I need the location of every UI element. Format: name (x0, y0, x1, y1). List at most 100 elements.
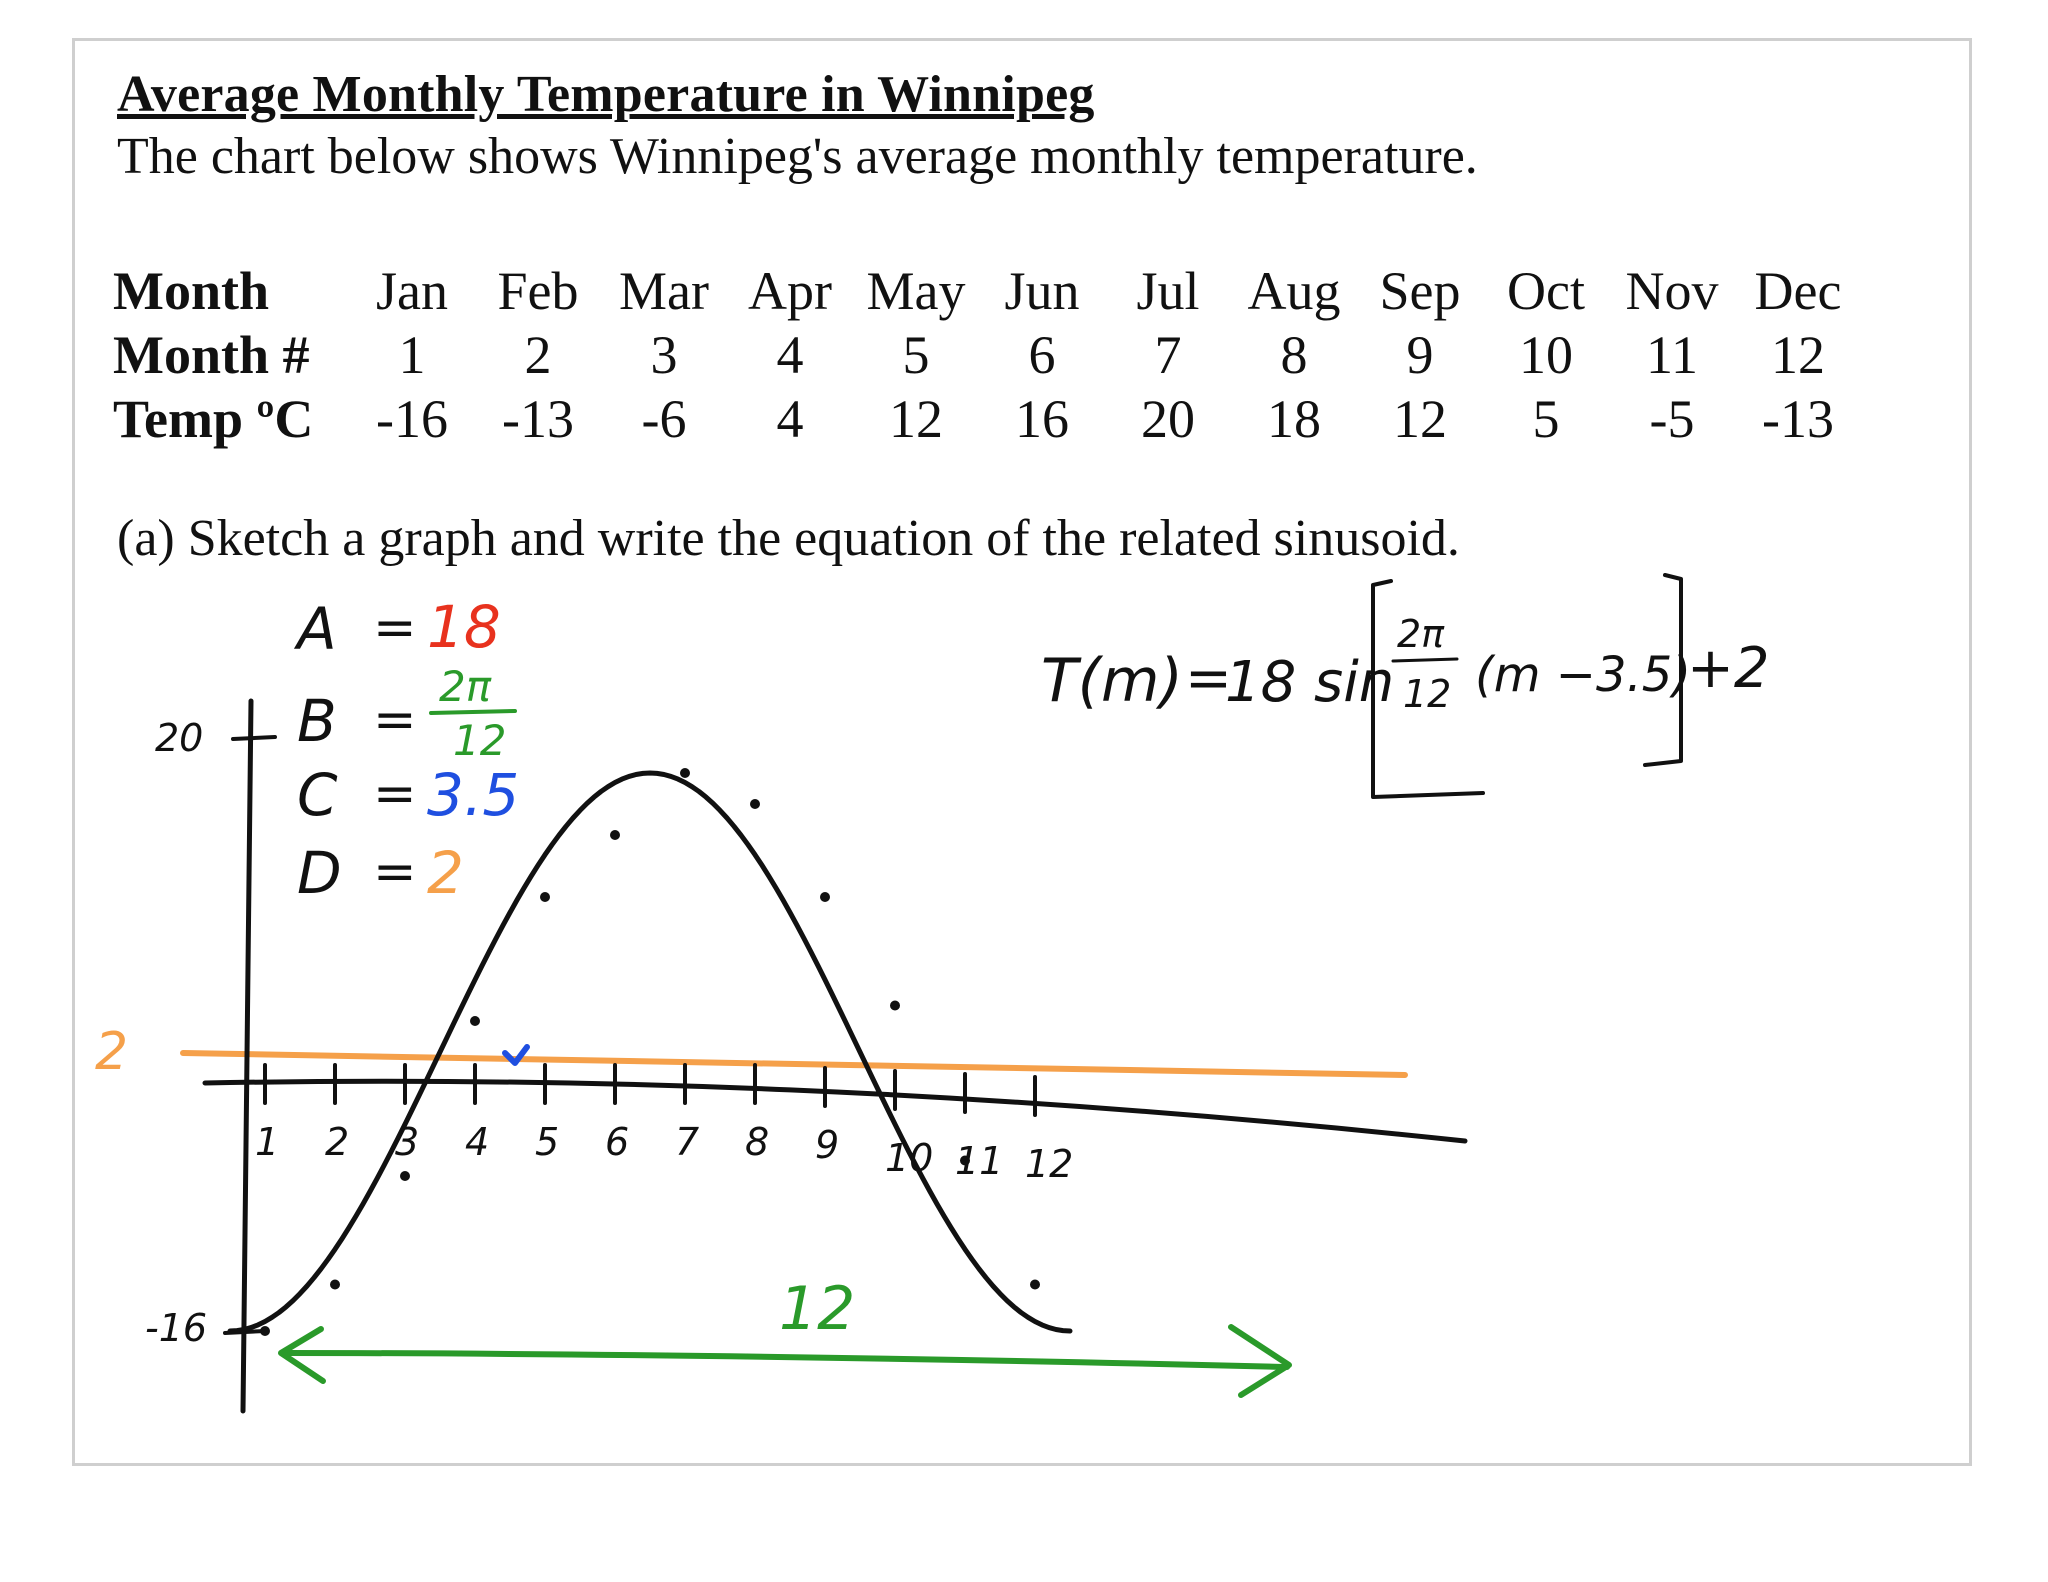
equation-fraction-bar (1391, 657, 1459, 663)
month-number-row: Month # 1 2 3 4 5 6 7 8 9 10 11 12 (113, 323, 1861, 387)
month-number-cell: 9 (1406, 325, 1434, 385)
y-label-bottom: -16 (145, 1306, 207, 1350)
month-cell: Apr (748, 261, 832, 321)
temperature-cell: 5 (1532, 389, 1560, 449)
param-value-c: 3.5 (427, 761, 519, 829)
month-number-cell: 1 (398, 325, 426, 385)
month-cell: Aug (1247, 261, 1341, 321)
equation-bracket (1371, 573, 1683, 799)
midline-stroke (180, 1050, 1408, 1078)
month-number-cell: 10 (1519, 325, 1573, 385)
x-tick-labels: 1 2 3 4 5 6 7 8 9 10 11 12 (255, 1120, 1073, 1186)
temperature-table: Month Jan Feb Mar Apr May Jun Jul Aug Se… (113, 259, 1861, 451)
sinusoid-equation: T(m) = 18 sin 2π 12 (m −3.5) +2 (1041, 612, 1770, 716)
temperature-cell: 20 (1141, 389, 1195, 449)
x-tick-label: 7 (675, 1120, 699, 1164)
month-number-cell: 4 (776, 325, 804, 385)
month-cell: Oct (1507, 261, 1585, 321)
param-eq-b: = (373, 690, 417, 750)
equation-equals: = (1185, 646, 1232, 711)
data-point (470, 1016, 480, 1026)
row-head-month-number: Month # (113, 325, 310, 385)
equation-fraction-den: 12 (1403, 672, 1451, 716)
month-row: Month Jan Feb Mar Apr May Jun Jul Aug Se… (113, 259, 1861, 323)
data-point (890, 1000, 900, 1011)
temperature-cell: 12 (889, 389, 943, 449)
month-number-cell: 8 (1280, 325, 1308, 385)
x-axis (202, 1078, 1468, 1144)
month-number-cell: 12 (1771, 325, 1825, 385)
month-number-cell: 5 (902, 325, 930, 385)
param-eq-c: = (373, 764, 417, 824)
data-point (680, 768, 690, 778)
month-number-cell: 7 (1154, 325, 1182, 385)
handwritten-sketch: A = 18 B = 2π 12 C = 3.5 D = 2 20 2 -16 … (95, 573, 1770, 1414)
phase-shift-marker (502, 1044, 530, 1066)
equation-amplitude: 18 sin (1225, 650, 1394, 715)
y-axis (240, 698, 254, 1414)
param-name-c: C (297, 761, 338, 829)
temperature-cell: -5 (1649, 389, 1695, 449)
x-tick-label: 11 (955, 1139, 1003, 1183)
temperature-cell: -13 (1762, 389, 1834, 449)
month-cell: Mar (619, 261, 709, 321)
month-number-cell: 2 (524, 325, 552, 385)
y-label-top: 20 (155, 716, 203, 760)
temperature-row: Temp ºC -16 -13 -6 4 12 16 20 18 12 5 -5… (113, 387, 1861, 451)
month-cell: Jan (376, 261, 448, 321)
param-name-a: A (293, 595, 337, 663)
data-points (260, 768, 1040, 1336)
intro-text: The chart below shows Winnipeg's average… (117, 128, 1478, 185)
x-tick-label: 1 (255, 1120, 279, 1164)
x-tick-label: 8 (745, 1120, 769, 1164)
month-cell: Feb (497, 261, 579, 321)
param-eq-d: = (373, 842, 417, 902)
y-tick-top (231, 735, 277, 741)
period-arrowhead-left (278, 1326, 326, 1384)
x-tick-label: 6 (605, 1120, 629, 1164)
x-tick-label: 4 (465, 1120, 489, 1164)
period-label: 12 (779, 1274, 855, 1344)
month-cell: Sep (1379, 261, 1461, 321)
data-point (330, 1279, 340, 1290)
data-point (960, 1155, 970, 1166)
x-tick-label: 5 (535, 1120, 559, 1164)
temperature-cell: 4 (776, 389, 804, 449)
equation-tail: +2 (1687, 636, 1770, 701)
period-arrowhead-right (1228, 1324, 1292, 1398)
data-point (400, 1171, 410, 1181)
param-name-b: B (297, 687, 337, 755)
row-head-month: Month (113, 261, 270, 321)
temperature-cell: -13 (502, 389, 574, 449)
data-point (820, 892, 830, 902)
month-cell: May (866, 261, 966, 321)
x-tick-label: 2 (325, 1120, 349, 1164)
sinusoid-curve (227, 770, 1073, 1334)
param-value-d: 2 (427, 839, 464, 907)
x-tick-label: 10 (885, 1136, 933, 1180)
x-tick-label: 9 (815, 1123, 839, 1167)
month-number-cell: 3 (650, 325, 678, 385)
worksheet-page: Average Monthly Temperature in Winnipeg … (72, 38, 1972, 1466)
row-head-temperature: Temp ºC (113, 389, 314, 449)
x-axis-ticks (263, 1063, 1037, 1117)
param-eq-a: = (373, 598, 417, 658)
param-value-a: 18 (427, 593, 501, 661)
y-label-midline: 2 (95, 1022, 128, 1082)
param-value-b-den: 12 (453, 716, 506, 765)
temperature-cell: -6 (641, 389, 687, 449)
temperature-cell: 16 (1015, 389, 1069, 449)
data-point (750, 799, 760, 809)
y-tick-bottom (223, 1329, 267, 1335)
param-value-b-num: 2π (439, 662, 492, 711)
x-tick-label: 3 (395, 1120, 419, 1164)
param-b-fraction-bar (429, 709, 517, 715)
temperature-cell: 12 (1393, 389, 1447, 449)
data-point (540, 892, 550, 902)
temperature-cell: 18 (1267, 389, 1321, 449)
x-tick-label: 12 (1025, 1142, 1073, 1186)
month-cell: Jul (1136, 261, 1200, 321)
period-arrow (284, 1350, 1290, 1370)
temperature-cell: -16 (376, 389, 448, 449)
equation-fraction-num: 2π (1397, 612, 1445, 656)
